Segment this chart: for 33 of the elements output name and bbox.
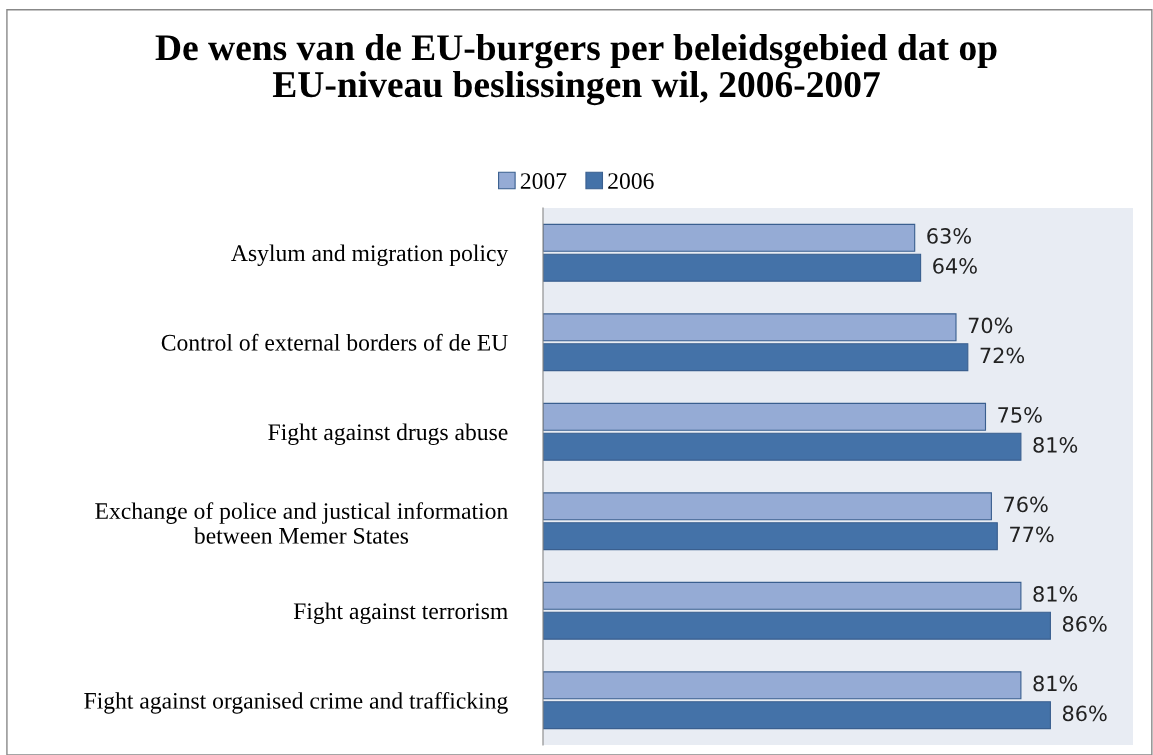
- bar: [543, 223, 916, 252]
- bar: [543, 611, 1051, 640]
- data-label: 75%: [998, 407, 1042, 423]
- data-label: 70%: [968, 317, 1013, 334]
- y-tick-label: Fight against drugs abuse: [268, 423, 508, 446]
- data-label: 81%: [1033, 586, 1078, 602]
- data-label: 86%: [1062, 705, 1107, 722]
- bar: [543, 581, 1022, 610]
- legend-label: 2007: [520, 173, 567, 190]
- bar: [543, 402, 987, 431]
- data-label: 81%: [1033, 675, 1078, 692]
- y-tick-label: Exchange of police and justical information between Memer States: [95, 502, 508, 544]
- bar: [543, 522, 998, 551]
- bar: [543, 701, 1051, 730]
- data-label: 76%: [1004, 496, 1048, 513]
- data-label: 81%: [1033, 437, 1078, 453]
- data-label: 64%: [933, 258, 977, 274]
- chart-title: De wens van de EU-burgers per beleidsgebied dat op EU-niveau beslissingen wil, 2006-2007: [155, 33, 997, 106]
- bar: [543, 313, 957, 342]
- y-tick-label: Fight against terrorism: [293, 602, 508, 625]
- data-label: 77%: [1010, 526, 1054, 543]
- bar: [543, 343, 969, 372]
- bar: [543, 671, 1022, 700]
- bar: [543, 432, 1022, 461]
- legend-label: 2006: [608, 173, 654, 190]
- data-label: 86%: [1062, 616, 1107, 632]
- y-tick-label: Asylum and migration policy: [231, 244, 509, 267]
- bar: [543, 492, 992, 521]
- bar: [543, 253, 922, 282]
- data-label: 63%: [927, 228, 971, 244]
- y-tick-label: Control of external borders of de EU: [161, 333, 508, 351]
- data-label: 72%: [980, 347, 1025, 364]
- y-tick-label: Fight against organised crime and trafficking: [84, 691, 508, 714]
